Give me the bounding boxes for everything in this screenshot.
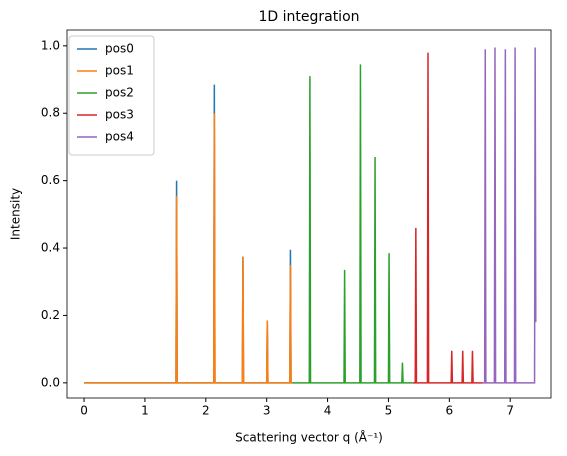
legend-label: pos4 — [105, 130, 134, 144]
series-line — [482, 47, 537, 384]
x-tick-label: 7 — [506, 404, 514, 418]
legend-label: pos2 — [105, 86, 134, 100]
x-tick-label: 0 — [80, 404, 88, 418]
y-tick-label: 1.0 — [41, 38, 60, 52]
legend-label: pos0 — [105, 42, 134, 56]
y-tick-label: 0.6 — [41, 173, 60, 187]
x-tick-label: 1 — [141, 404, 149, 418]
y-tick-label: 0.4 — [41, 241, 60, 255]
legend-label: pos3 — [105, 108, 134, 122]
y-axis-label: Intensity — [9, 188, 23, 240]
legend-box — [68, 35, 155, 156]
x-tick-label: 2 — [202, 404, 210, 418]
y-tick-label: 0.2 — [41, 308, 60, 322]
x-tick-label: 4 — [324, 404, 332, 418]
chart-title: 1D integration — [258, 9, 359, 25]
y-tick-label: 0.8 — [41, 106, 60, 120]
legend-label: pos1 — [105, 64, 134, 78]
plot-frame — [66, 29, 552, 399]
x-tick-label: 3 — [263, 404, 271, 418]
series-line — [412, 52, 483, 384]
x-tick-label: 5 — [385, 404, 393, 418]
y-tick-label: 0.0 — [41, 375, 60, 389]
series-line — [292, 64, 413, 384]
series-line — [84, 113, 293, 384]
x-tick-label: 6 — [446, 404, 454, 418]
x-axis-label: Scattering vector q (Å⁻¹) — [235, 430, 383, 445]
